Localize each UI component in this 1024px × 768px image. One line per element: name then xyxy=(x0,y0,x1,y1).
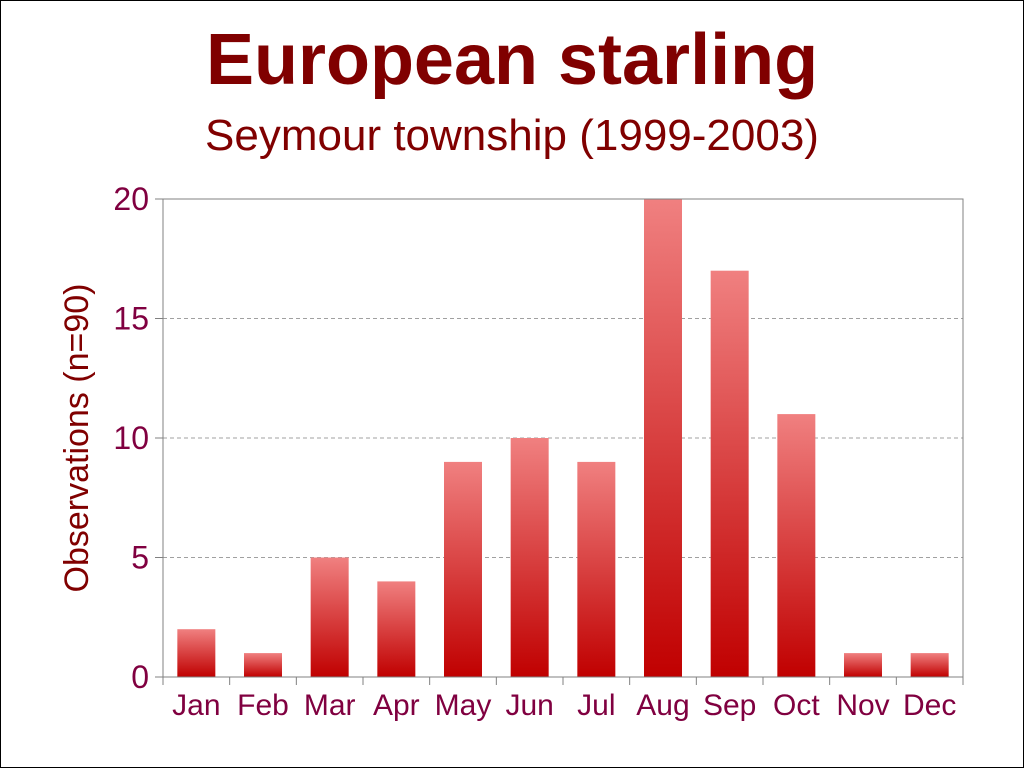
x-tick-labels: Jan Feb Mar Apr May Jun Jul Aug Sep Oct Nov Dec xyxy=(172,689,956,722)
bar-apr xyxy=(377,581,416,677)
bar-mar xyxy=(310,557,349,677)
x-tick-label: Apr xyxy=(373,689,420,722)
chart-title: European starling xyxy=(205,20,819,100)
bar-dec xyxy=(910,653,949,677)
x-tick-label: Sep xyxy=(703,689,756,722)
axes xyxy=(162,198,964,685)
bar-jul xyxy=(577,461,616,677)
x-tick-label: Mar xyxy=(304,689,356,722)
y-tick-label: 10 xyxy=(113,420,149,456)
x-tick-label: May xyxy=(435,689,492,722)
x-tick-label: Jan xyxy=(172,689,220,722)
y-tick-label: 20 xyxy=(113,181,149,217)
x-tick-label: Jul xyxy=(577,689,615,722)
gridlines xyxy=(155,198,963,678)
bar-jun xyxy=(510,438,549,677)
bar-aug xyxy=(644,199,682,677)
y-tick-label: 5 xyxy=(131,540,149,576)
bar-feb xyxy=(244,653,282,677)
x-tick-label: Jun xyxy=(505,689,553,722)
chart-subtitle: Seymour township (1999-2003) xyxy=(205,111,819,160)
y-tick-label: 0 xyxy=(131,659,149,695)
x-tick-label: Dec xyxy=(903,689,956,722)
x-tick-label: Oct xyxy=(773,689,820,722)
bars xyxy=(177,199,949,677)
bar-may xyxy=(444,461,482,677)
bar-jan xyxy=(177,629,216,677)
y-axis-label: Observations (n=90) xyxy=(58,284,96,593)
x-tick-label: Nov xyxy=(836,689,889,722)
bar-oct xyxy=(777,414,816,677)
bar-sep xyxy=(710,270,749,677)
x-tick-label: Aug xyxy=(636,689,689,722)
y-tick-labels: 0 5 10 15 20 xyxy=(113,181,149,695)
x-tick-label: Feb xyxy=(237,689,289,722)
bar-nov xyxy=(844,653,882,677)
y-tick-label: 15 xyxy=(113,301,149,337)
